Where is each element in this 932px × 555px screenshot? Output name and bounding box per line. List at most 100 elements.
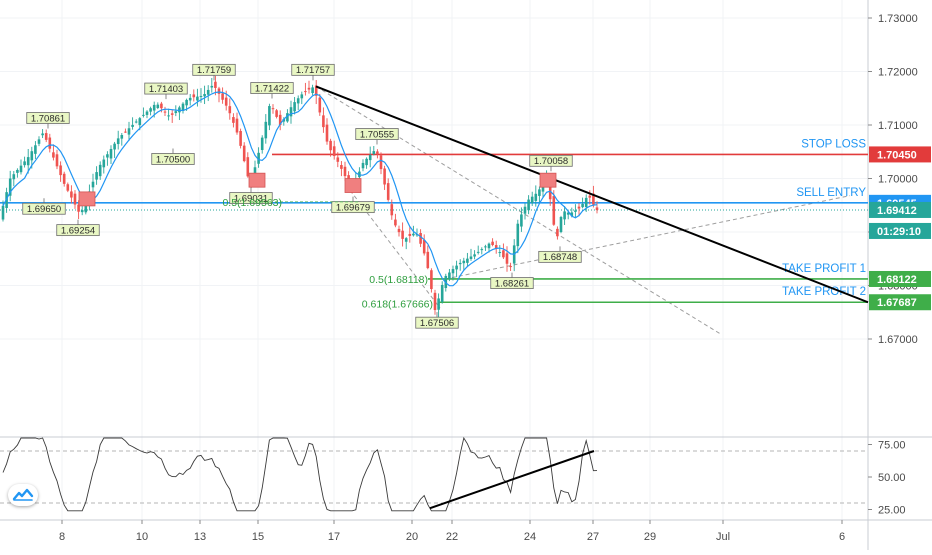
- candle-body: [1, 205, 5, 220]
- candle-body: [196, 96, 199, 101]
- swing-label: 1.69254: [61, 225, 95, 236]
- candle-body: [523, 206, 527, 214]
- x-tick-label: 27: [587, 531, 599, 543]
- candle-body: [383, 168, 386, 185]
- candle-body: [408, 233, 412, 236]
- fib-label: 0.5(1.68118): [369, 274, 428, 286]
- moving-average-layer: [2, 91, 598, 287]
- candle-body: [214, 81, 217, 88]
- candle-body: [52, 152, 55, 158]
- x-tick-label: 15: [252, 531, 264, 543]
- x-tick-label: Jul: [716, 531, 730, 543]
- candle-body: [185, 99, 188, 106]
- price-tags-layer: 1.704501.695451.681221.676871.6941201:29…: [869, 146, 931, 311]
- x-tick-label: 13: [194, 531, 206, 543]
- candle-body: [502, 250, 505, 258]
- swing-label: 1.69650: [27, 204, 61, 215]
- candle-body: [156, 104, 160, 109]
- candle-body: [448, 272, 451, 280]
- candle-body: [361, 162, 365, 169]
- tradingview-logo[interactable]: [8, 484, 38, 506]
- candle-body: [530, 196, 534, 204]
- candle-body: [23, 161, 26, 166]
- candle-body: [340, 165, 343, 169]
- candle-body: [260, 137, 264, 150]
- candle-body: [26, 157, 30, 166]
- candle-body: [577, 206, 581, 209]
- candle-body: [160, 103, 163, 109]
- candle-body: [131, 124, 134, 127]
- y-tick-label: 1.67000: [878, 334, 918, 346]
- rsi-trendline: [429, 450, 595, 510]
- candle-body: [469, 256, 473, 259]
- level-label: SELL ENTRY: [796, 187, 866, 199]
- candle-body: [142, 114, 145, 116]
- y-tick-label: 1.72000: [878, 67, 918, 79]
- x-tick-label: 22: [446, 531, 458, 543]
- candle-body: [311, 87, 314, 94]
- markers-layer: [78, 172, 557, 207]
- candle-body: [232, 117, 235, 123]
- candle-body: [386, 183, 390, 200]
- candle-body: [552, 196, 556, 225]
- candle-body: [433, 292, 437, 311]
- candle-body: [289, 107, 293, 117]
- candle-body: [592, 193, 595, 205]
- candle-body: [210, 85, 214, 88]
- candle-body: [480, 249, 484, 251]
- x-tick-label: 17: [328, 531, 340, 543]
- candle-body: [73, 193, 77, 205]
- swing-label: 1.70058: [534, 156, 568, 167]
- candle-body: [174, 111, 178, 114]
- candle-body: [426, 251, 430, 269]
- candle-body: [588, 195, 592, 198]
- candle-body: [134, 121, 138, 123]
- candle-body: [167, 115, 170, 117]
- swing-label: 1.68748: [543, 252, 577, 263]
- candle-body: [566, 212, 570, 215]
- dashed-support-line: [444, 195, 851, 280]
- candle-body: [224, 97, 228, 106]
- candle-body: [296, 98, 300, 104]
- candle-body: [455, 265, 458, 270]
- candle-body: [170, 113, 174, 115]
- candle-body: [516, 223, 520, 247]
- signal-marker: [248, 172, 266, 188]
- level-price-tag: 1.70450: [877, 149, 917, 161]
- signal-marker: [539, 172, 557, 188]
- candle-body: [487, 243, 491, 249]
- candle-body: [278, 114, 282, 125]
- candle-body: [397, 228, 401, 233]
- level-price-tag: 1.68122: [877, 274, 917, 286]
- axes-layer: 1.730001.720001.710001.700001.690001.680…: [59, 13, 918, 543]
- candle-body: [473, 254, 476, 257]
- level-price-tag-bg: [869, 270, 931, 287]
- moving-average-line: [2, 91, 598, 287]
- candle-body: [239, 130, 242, 146]
- rsi-tick-label: 50.00: [878, 472, 906, 484]
- candle-body: [109, 148, 113, 159]
- candle-body: [322, 115, 325, 128]
- candle-body: [484, 246, 487, 248]
- level-label: TAKE PROFIT 1: [782, 263, 866, 275]
- candles-layer: [1, 75, 599, 318]
- candle-body: [494, 245, 498, 249]
- candle-body: [372, 151, 376, 154]
- candle-body: [62, 173, 66, 184]
- x-tick-label: 10: [136, 531, 148, 543]
- swing-label: 1.68261: [495, 278, 529, 289]
- rsi-line: [2, 436, 598, 512]
- candle-body: [559, 217, 563, 233]
- candle-body: [365, 158, 368, 166]
- dashed-channel-line: [315, 86, 721, 335]
- y-tick-label: 1.71000: [878, 120, 918, 132]
- candle-body: [451, 269, 455, 274]
- candle-body: [509, 266, 512, 268]
- candle-body: [404, 238, 408, 242]
- fib-label: 0.618(1.67666): [362, 298, 433, 310]
- candle-body: [570, 212, 574, 217]
- candle-body: [80, 210, 84, 213]
- candle-body: [116, 138, 120, 145]
